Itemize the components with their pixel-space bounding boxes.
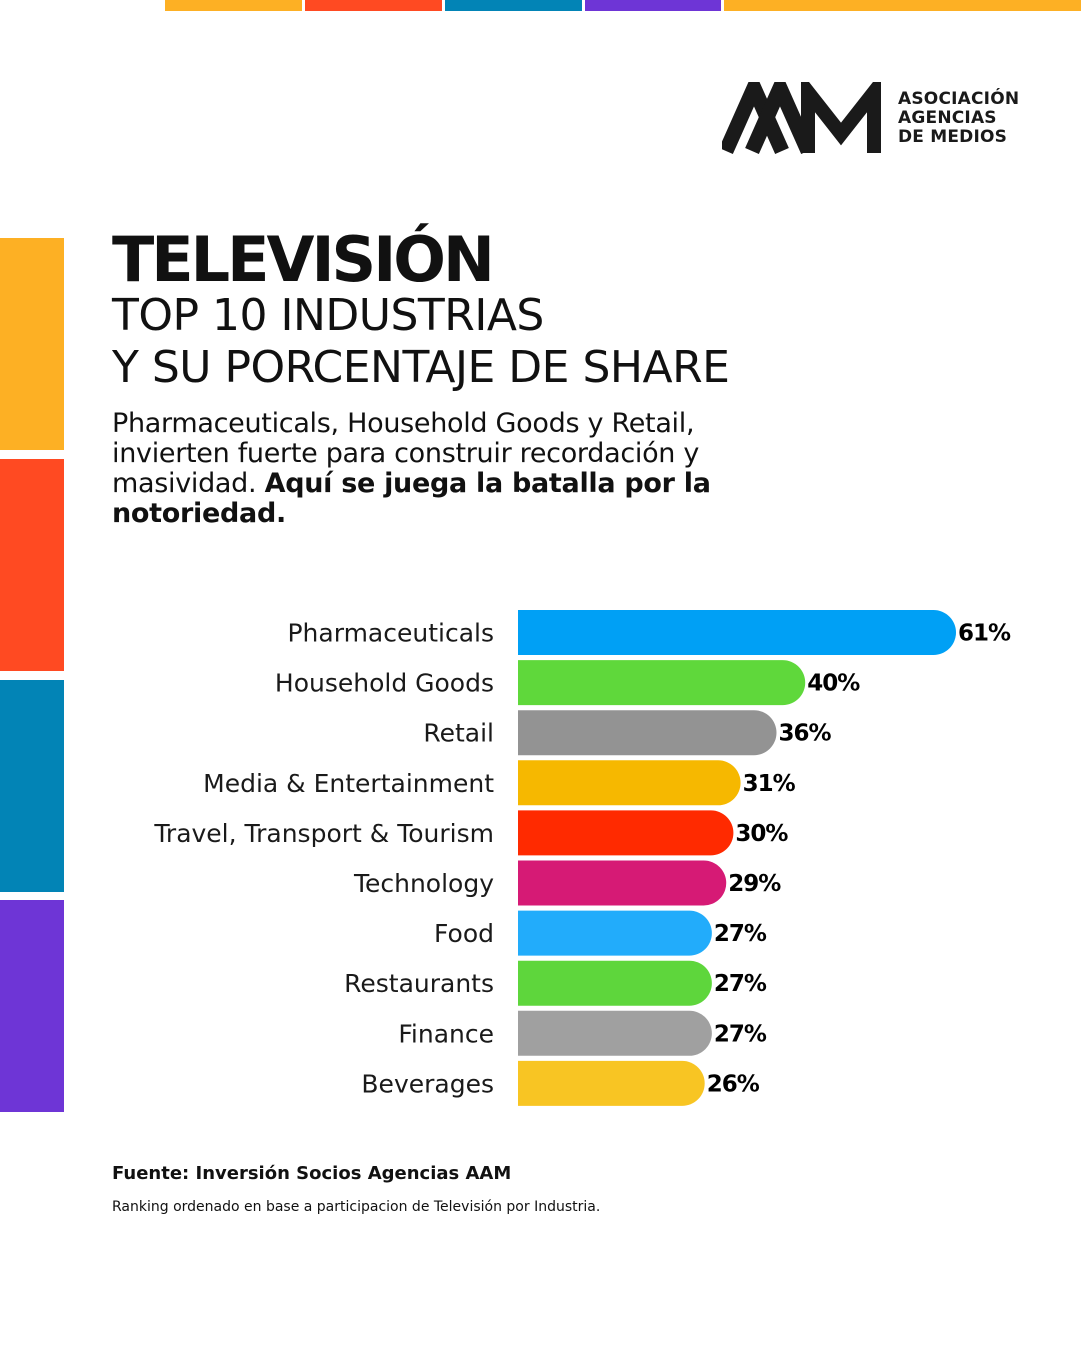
top-stripe-orange [305, 0, 442, 11]
logo-wordmark: ASOCIACIÓN AGENCIAS DE MEDIOS [898, 90, 1019, 147]
category-label-1: Household Goods [275, 669, 494, 698]
category-label-6: Food [434, 919, 494, 948]
category-label-4: Travel, Transport & Tourism [153, 819, 494, 848]
description: Pharmaceuticals, Household Goods y Retai… [112, 409, 812, 529]
value-label-6: 27% [714, 921, 767, 947]
value-label-1: 40% [807, 671, 860, 697]
bar-4 [518, 810, 734, 856]
category-label-9: Beverages [361, 1069, 494, 1098]
subtitle-line-2: Y SU PORCENTAJE DE SHARE [112, 342, 730, 393]
value-label-3: 31% [743, 771, 796, 797]
category-label-7: Restaurants [344, 969, 494, 998]
bar-8 [518, 1010, 712, 1056]
value-label-5: 29% [728, 871, 781, 897]
top-stripe-yellow [165, 0, 302, 11]
bar-3 [518, 760, 741, 806]
side-stripe-blue [0, 680, 64, 892]
side-stripe-purple [0, 900, 64, 1112]
value-label-2: 36% [778, 721, 831, 747]
logo-line-2: AGENCIAS [898, 108, 997, 128]
aam-logo: ASOCIACIÓN AGENCIAS DE MEDIOS [722, 82, 1022, 157]
description-regular: Pharmaceuticals, Household Goods y Retai… [112, 408, 700, 499]
value-label-8: 27% [714, 1021, 767, 1047]
logo-line-3: DE MEDIOS [898, 127, 1008, 147]
value-label-9: 26% [707, 1071, 760, 1097]
side-stripe-orange [0, 459, 64, 671]
value-label-7: 27% [714, 971, 767, 997]
bar-7 [518, 960, 712, 1006]
category-label-5: Technology [353, 869, 494, 898]
bar-1 [518, 660, 806, 706]
category-label-8: Finance [398, 1019, 494, 1048]
page-title: TELEVISIÓN [112, 223, 495, 296]
ranking-note: Ranking ordenado en base a participacion… [112, 1199, 601, 1215]
bar-9 [518, 1060, 705, 1106]
top-stripe-yellow-right [724, 0, 1081, 11]
bar-0 [518, 610, 957, 655]
top-stripe-purple [585, 0, 721, 11]
category-label-0: Pharmaceuticals [287, 619, 494, 648]
logo-line-1: ASOCIACIÓN [898, 89, 1020, 109]
category-label-2: Retail [423, 719, 494, 748]
category-label-3: Media & Entertainment [203, 769, 494, 798]
page-subtitle: TOP 10 INDUSTRIAS Y SU PORCENTAJE DE SHA… [112, 290, 730, 394]
source-text: Fuente: Inversión Socios Agencias AAM [112, 1163, 512, 1184]
value-label-0: 61% [958, 621, 1011, 647]
value-label-4: 30% [735, 821, 788, 847]
bar-5 [518, 860, 727, 906]
bar-2 [518, 710, 777, 756]
bar-6 [518, 910, 712, 956]
aam-logo-mark [722, 82, 881, 155]
subtitle-line-1: TOP 10 INDUSTRIAS [112, 290, 544, 341]
side-stripe-yellow [0, 238, 64, 450]
description-bold: Aquí se juega la batalla por la notoried… [112, 468, 711, 529]
top-stripe-blue [445, 0, 582, 11]
